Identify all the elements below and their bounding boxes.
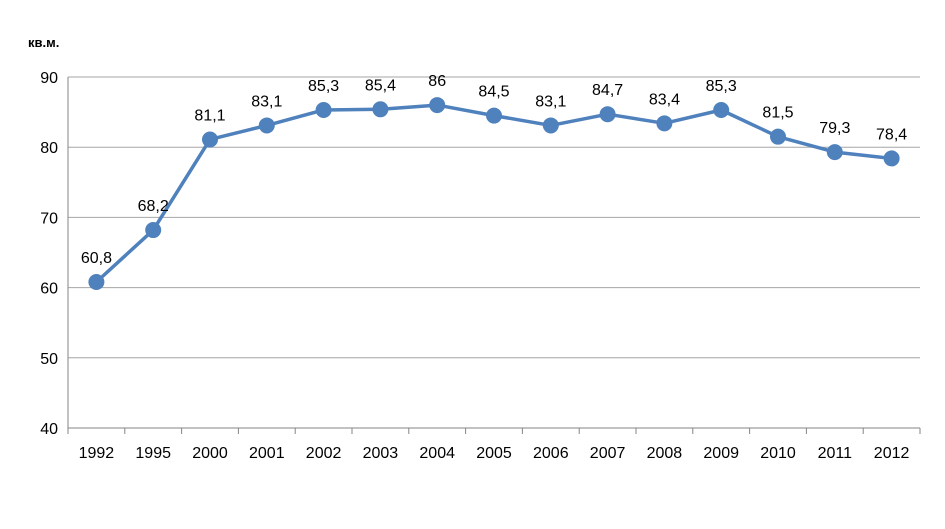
- x-tick-label: 2008: [647, 445, 683, 462]
- x-tick-label: 2007: [590, 445, 626, 462]
- x-tick-label: 2003: [363, 445, 399, 462]
- data-point: [88, 273, 105, 290]
- gridlines: [68, 76, 920, 359]
- x-tick-label: 1992: [79, 445, 115, 462]
- data-point: [145, 222, 162, 239]
- data-label: 83,1: [251, 93, 282, 110]
- x-tick-label: 2006: [533, 445, 569, 462]
- x-tick-labels: 1992 1995 2000 2001 2002 2003 2004 2005 2006 2007…: [79, 445, 910, 462]
- data-point: [713, 101, 730, 118]
- x-tick-label: 2001: [249, 445, 285, 462]
- x-tick-label: 2009: [703, 445, 739, 462]
- y-tick-label: 90: [40, 70, 58, 87]
- data-points: [88, 97, 900, 290]
- y-tick-label: 60: [40, 281, 58, 298]
- data-point: [202, 131, 218, 148]
- data-label: 68,2: [138, 198, 169, 215]
- data-label: 84,5: [478, 84, 509, 101]
- data-label: 85,3: [308, 78, 339, 95]
- data-label: 85,3: [706, 78, 737, 95]
- data-label: 81,1: [194, 107, 225, 124]
- data-label: 83,1: [535, 93, 566, 110]
- data-point: [826, 144, 843, 161]
- data-label: 83,4: [649, 91, 680, 108]
- y-tick-label: 40: [40, 421, 58, 438]
- y-axis-unit-label: кв.м.: [28, 35, 60, 50]
- x-tick-label: 2000: [192, 445, 228, 462]
- data-label: 81,5: [762, 105, 793, 122]
- x-tick-label: 2012: [874, 445, 910, 462]
- data-label: 85,4: [365, 77, 396, 94]
- data-labels: 60,8 68,2 81,1 83,1 85,3 85,4 86 84,5 83,1 84,7 83…: [81, 73, 907, 267]
- data-label: 78,4: [876, 126, 907, 143]
- data-point: [258, 117, 275, 134]
- data-point: [542, 117, 559, 134]
- x-tick-label: 2005: [476, 445, 512, 462]
- data-point: [656, 115, 673, 132]
- x-tick-label: 2010: [760, 445, 796, 462]
- data-point: [372, 101, 389, 118]
- data-point: [599, 106, 616, 123]
- y-tick-label: 70: [40, 210, 58, 227]
- x-tick-label: 2011: [818, 445, 853, 462]
- y-tick-label: 50: [40, 351, 58, 368]
- x-tick-label: 2002: [306, 445, 342, 462]
- data-label: 60,8: [81, 250, 112, 267]
- data-point: [883, 150, 900, 167]
- axes: [67, 77, 921, 434]
- y-tick-label: 80: [40, 140, 58, 157]
- y-tick-labels: 40 50 60 70 80 90: [40, 70, 58, 438]
- data-label: 79,3: [819, 120, 850, 137]
- data-point: [770, 128, 786, 145]
- data-label: 84,7: [592, 82, 623, 99]
- x-tick-label: 1995: [135, 445, 171, 462]
- data-point: [429, 97, 446, 114]
- data-point: [315, 101, 332, 118]
- x-tick-label: 2004: [419, 445, 455, 462]
- data-label: 86: [428, 73, 446, 90]
- data-point: [486, 107, 502, 124]
